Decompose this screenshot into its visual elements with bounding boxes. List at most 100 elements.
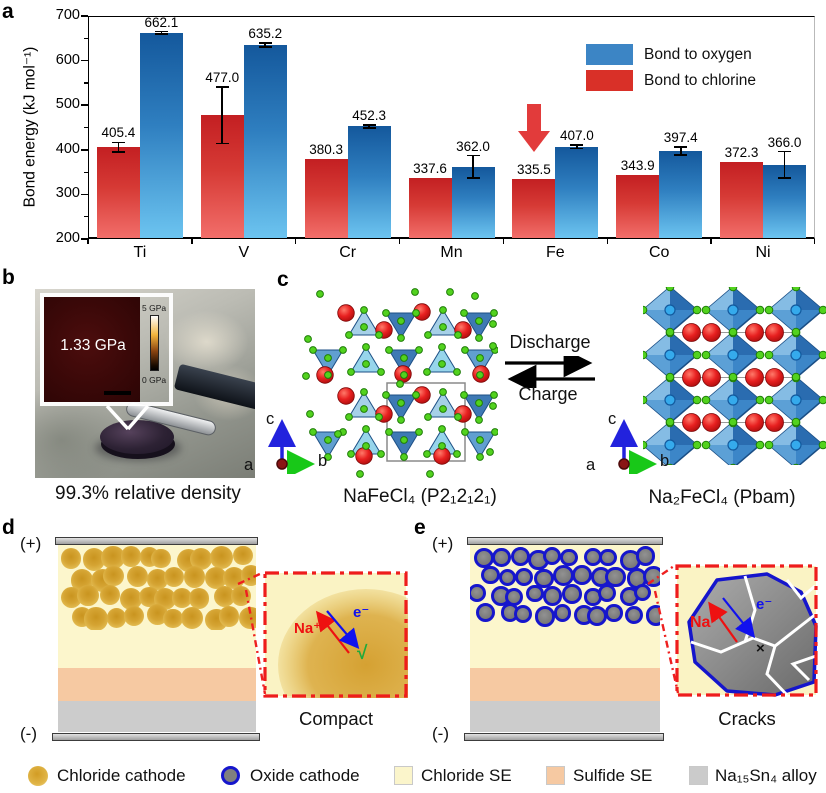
na2fecl4-structure xyxy=(643,287,826,465)
chloride-cathode-particle xyxy=(183,566,205,588)
y-tick-label: 500 xyxy=(55,96,80,113)
x-boundary-tick xyxy=(502,239,505,244)
bar-value-label: 635.2 xyxy=(248,26,283,42)
chloride-cathode-particle xyxy=(100,585,121,606)
oxide-cathode-particle xyxy=(572,565,592,585)
error-bar-line xyxy=(783,151,786,179)
chloride-cathode-particle xyxy=(100,545,125,570)
y-tick-label: 600 xyxy=(55,51,80,68)
oxide-cathode-particle xyxy=(526,584,544,603)
panel-d-caption: Compact xyxy=(298,708,374,729)
oxide-cathode-particle xyxy=(597,583,616,602)
bar-value-label: 397.4 xyxy=(663,129,698,145)
chloride-cathode-particle xyxy=(164,567,185,588)
chloride-cathode-particle xyxy=(171,587,192,608)
chloride-se-swatch xyxy=(394,766,413,785)
x-boundary-tick xyxy=(710,239,712,244)
y-tick-label: 700 xyxy=(55,7,80,23)
bar-value-label: 380.3 xyxy=(309,141,344,157)
afm-image xyxy=(44,297,140,402)
alloy-legend-label: Na₁₅Sn₄ alloy xyxy=(715,766,817,785)
x-tick-label: Co xyxy=(648,244,670,261)
oxide-cathode-particle xyxy=(470,583,487,602)
error-bar-cap-bottom xyxy=(466,176,480,179)
error-bar-cap-top xyxy=(466,154,480,157)
oxide-cathode-particle xyxy=(560,548,578,567)
error-bar-line xyxy=(472,155,474,178)
sulfide-se-legend-label: Sulfide SE xyxy=(573,766,653,785)
chloride-se-legend-label: Chloride SE xyxy=(421,766,512,785)
chart-bar-chlorine xyxy=(96,147,140,238)
y-tick-label: 400 xyxy=(55,140,80,157)
axis-a-label-left: a xyxy=(244,456,254,474)
axis-b-label-right: b xyxy=(660,452,670,470)
legend-swatch-chlorine xyxy=(586,70,633,91)
error-bar-cap-bottom xyxy=(778,177,792,180)
sulfide-se-swatch xyxy=(546,766,565,785)
x-tick-label: V xyxy=(238,244,250,261)
error-bar-line xyxy=(117,142,120,153)
oxide-cathode-particle xyxy=(552,564,574,586)
annotation-arrow-head xyxy=(517,131,550,152)
chart-bar-chlorine xyxy=(720,162,764,238)
panel-e-label: e xyxy=(414,516,426,539)
discharge-label: Discharge xyxy=(509,332,591,352)
chloride-cathode-particle xyxy=(103,565,124,587)
chloride-cathode-particle xyxy=(84,607,108,630)
nafecl4-caption: NaFeCl₄ (P2₁2₁2₁) xyxy=(343,486,497,507)
error-bar-cap-top xyxy=(778,150,792,153)
oxide-cathode-particle xyxy=(542,547,561,566)
panel-d-top-electrode xyxy=(55,537,258,545)
y-major-tick xyxy=(81,59,88,62)
chloride-cathode-particle xyxy=(60,548,82,569)
chloride-cathode-particle xyxy=(147,569,168,590)
oxide-cathode-particle xyxy=(513,604,533,624)
chart-bar-oxygen xyxy=(347,126,391,238)
x-boundary-tick xyxy=(606,239,609,244)
y-major-tick xyxy=(81,104,88,107)
panel-e-zoom-box xyxy=(675,564,818,697)
oxide-cathode-particle xyxy=(492,548,511,567)
chart-bar-chlorine xyxy=(304,158,348,238)
bar-value-label: 343.9 xyxy=(620,157,655,173)
y-tick-label: 200 xyxy=(55,230,80,246)
panel-d-sulfide-se-layer xyxy=(58,668,256,701)
panel-b-label: b xyxy=(2,266,15,289)
chloride-cathode-particle xyxy=(163,608,183,629)
error-bar-line xyxy=(679,146,682,155)
y-major-tick xyxy=(81,238,88,240)
panel-e-electron-label: e⁻ xyxy=(756,596,773,613)
oxide-cathode-particle xyxy=(534,606,556,627)
x-tick-label: Mn xyxy=(440,244,463,261)
alloy-swatch xyxy=(689,766,708,785)
chloride-cathode-particle xyxy=(119,587,142,610)
afm-inset: 1.33 GPa 5 GPa 0 GPa xyxy=(40,293,173,406)
chloride-cathode-particle xyxy=(106,608,127,628)
x-tick-label: Cr xyxy=(339,244,357,261)
error-bar-line xyxy=(264,43,267,47)
panel-d-check-mark: √ xyxy=(357,643,368,664)
x-tick-label: Ti xyxy=(133,244,147,261)
chloride-cathode-particle xyxy=(124,606,145,627)
oxide-cathode-particle xyxy=(562,584,582,604)
panel-d-chloride-cathode-particles xyxy=(58,545,256,630)
y-minor-tick xyxy=(84,126,88,129)
chloride-cathode-particle xyxy=(151,548,171,569)
panel-e-cross-mark: × xyxy=(756,640,765,657)
panel-e-negative-terminal: (-) xyxy=(432,724,449,743)
axes-gizmo-left xyxy=(268,419,315,474)
colorbar-min-label: 0 GPa xyxy=(142,375,167,385)
chloride-cathode-swatch xyxy=(28,766,48,786)
panel-d-electron-label: e⁻ xyxy=(353,604,370,621)
chloride-cathode-particle xyxy=(82,548,106,571)
panel-e-na-ion-label: Na⁺ xyxy=(690,614,719,631)
bar-value-label: 477.0 xyxy=(205,70,240,86)
chloride-cathode-particle xyxy=(204,566,227,589)
panel-d-negative-terminal: (-) xyxy=(20,724,37,743)
error-bar-cap-bottom xyxy=(111,151,125,154)
panel-c-label: c xyxy=(277,268,289,291)
oxide-cathode-particle xyxy=(476,602,496,622)
panel-b-caption: 99.3% relative density xyxy=(55,483,241,504)
bar-value-label: 366.0 xyxy=(767,134,802,150)
